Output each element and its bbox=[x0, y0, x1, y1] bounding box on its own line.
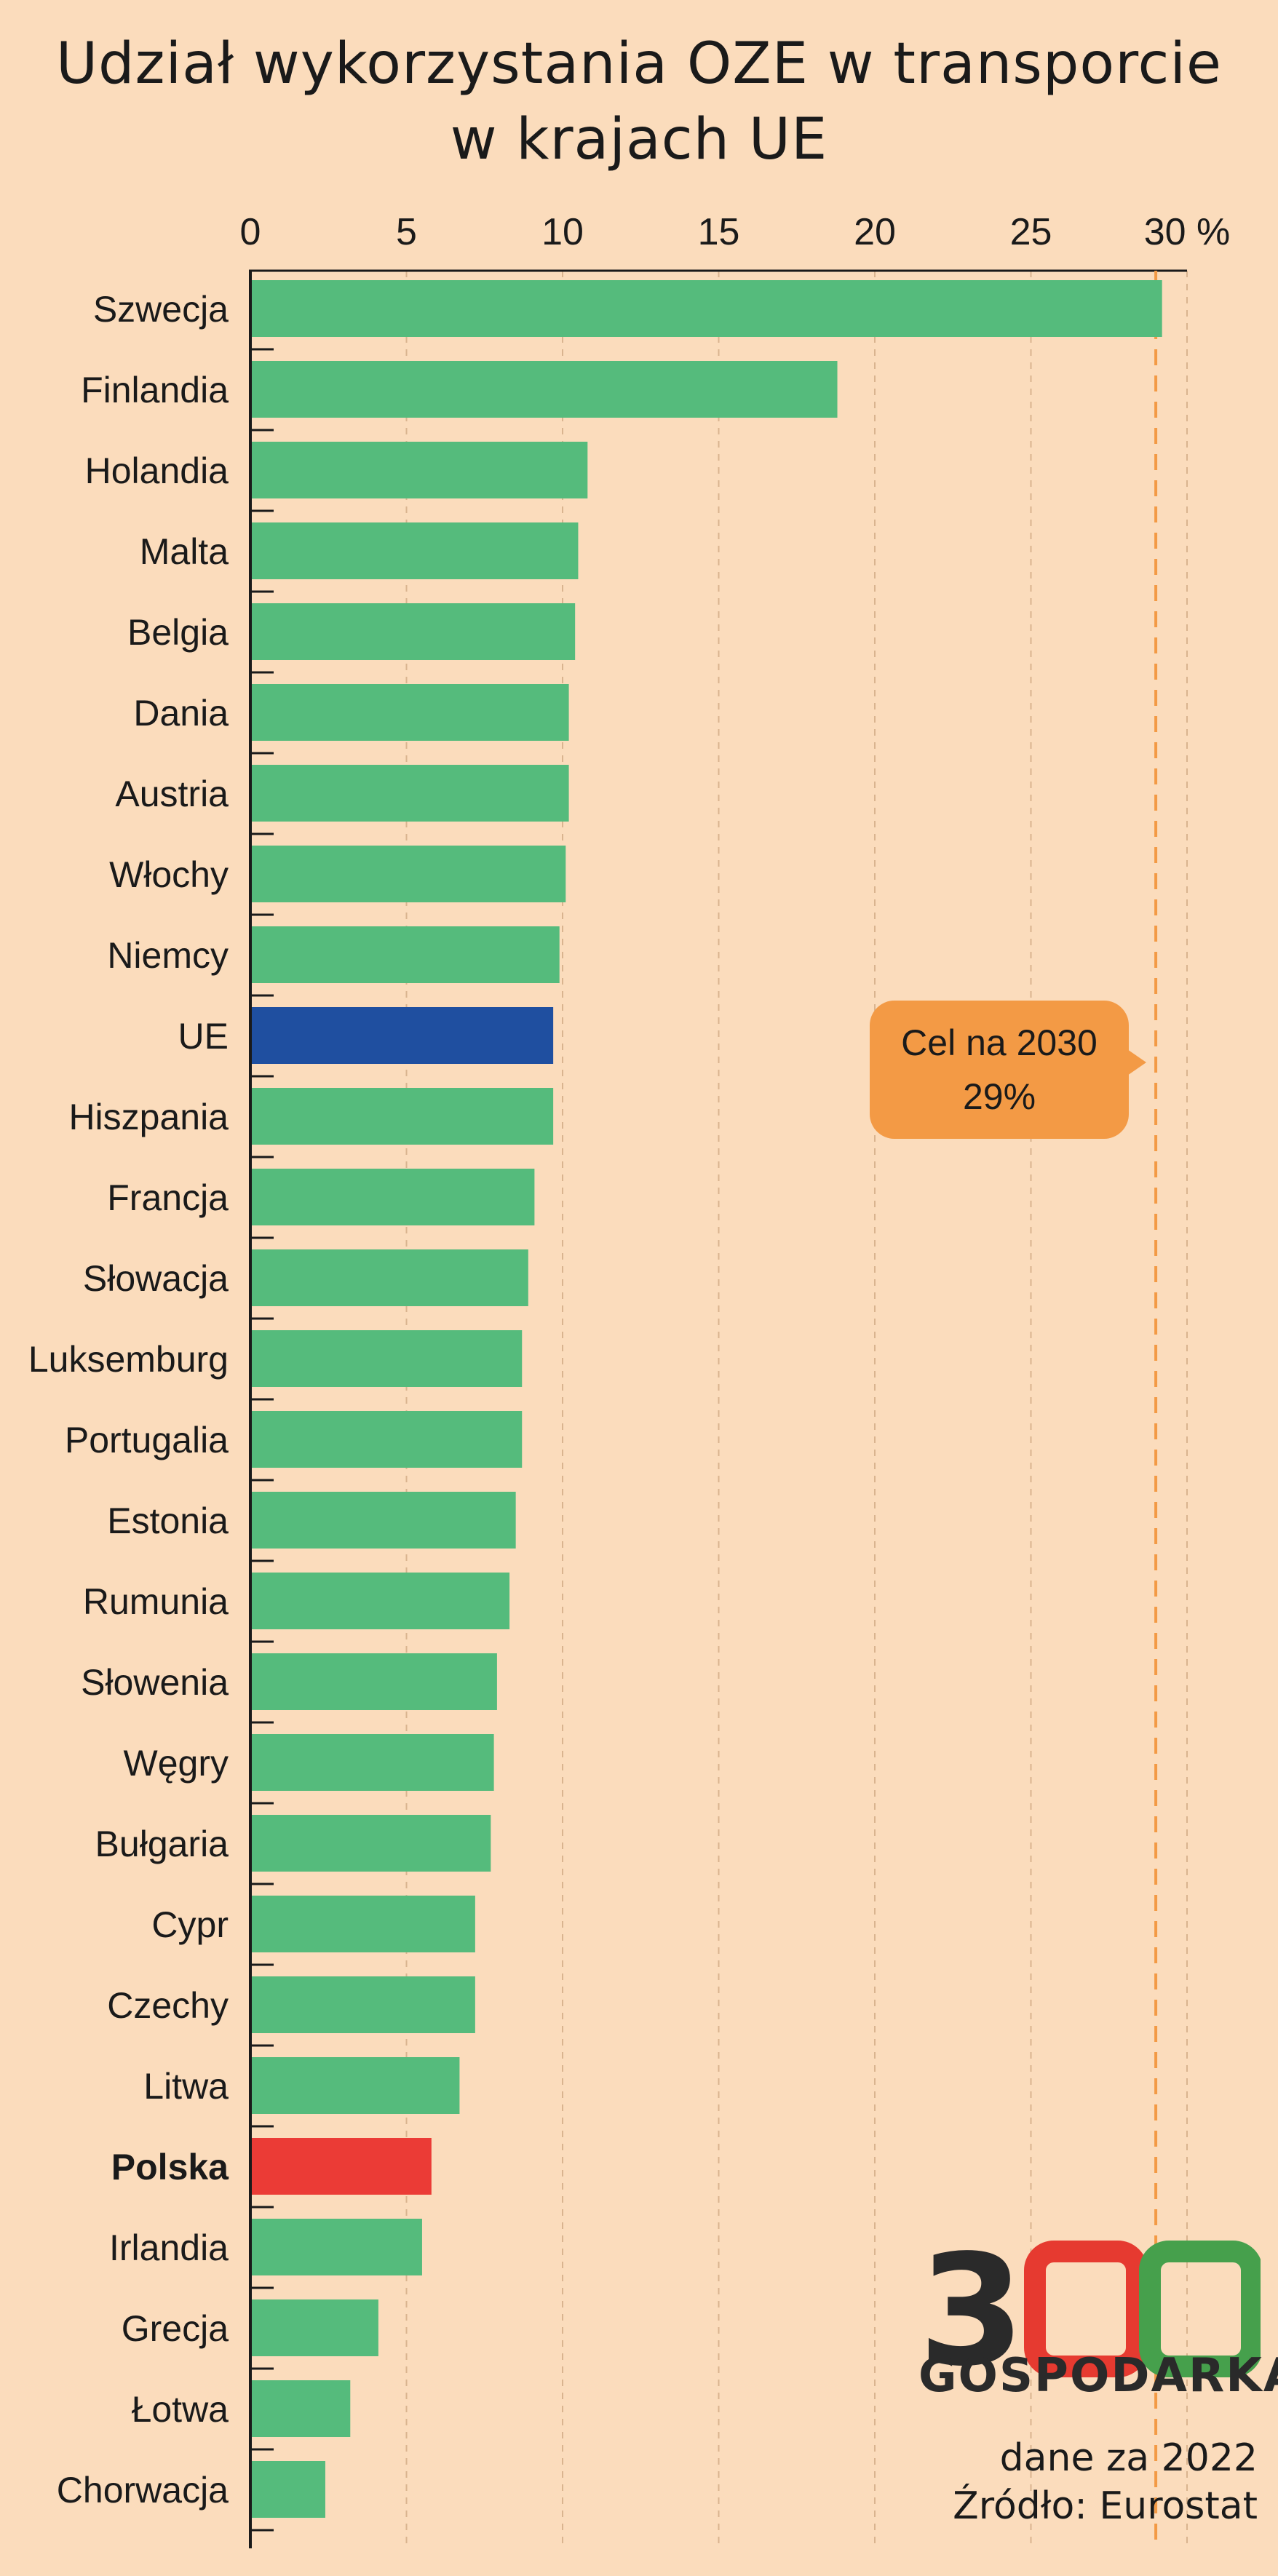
category-label: Hiszpania bbox=[68, 1097, 229, 1137]
logo-digit-3: 3 bbox=[918, 2222, 1025, 2400]
bar bbox=[250, 1896, 475, 1952]
category-label: Węgry bbox=[124, 1743, 229, 1784]
category-label: Francja bbox=[107, 1177, 229, 1218]
category-label: Portugalia bbox=[65, 1420, 229, 1460]
target-callout-value: 29% bbox=[962, 1076, 1036, 1117]
category-label: Włochy bbox=[109, 854, 229, 895]
x-tick-label: 15 bbox=[698, 211, 740, 253]
bar bbox=[250, 1330, 523, 1387]
target-callout: Cel na 2030 29% bbox=[870, 1001, 1146, 1139]
logo-zero-green bbox=[1139, 2241, 1261, 2377]
x-tick-label: 10 bbox=[541, 211, 584, 253]
x-tick-label: 0 bbox=[240, 211, 261, 253]
data-source: Źródło: Eurostat bbox=[953, 2484, 1258, 2528]
category-label: Dania bbox=[133, 693, 229, 734]
x-tick-label: 5 bbox=[396, 211, 417, 253]
bar bbox=[250, 926, 560, 983]
target-callout-title: Cel na 2030 bbox=[901, 1022, 1098, 1063]
logo-300-icon: 3 bbox=[918, 2222, 1261, 2400]
bar bbox=[250, 684, 569, 741]
category-label: Grecja bbox=[122, 2308, 229, 2349]
source-note: dane za 2022 Źródło: Eurostat bbox=[953, 2434, 1258, 2530]
bar bbox=[250, 2380, 351, 2437]
category-label: Finlandia bbox=[81, 370, 229, 410]
bar bbox=[250, 1411, 523, 1468]
x-tick-label: 25 bbox=[1010, 211, 1052, 253]
bar bbox=[250, 1492, 516, 1549]
category-label: Rumunia bbox=[83, 1581, 229, 1622]
category-label: Luksemburg bbox=[28, 1339, 229, 1380]
title-line-1: Udział wykorzystania OZE w transporcie bbox=[55, 31, 1223, 97]
bar bbox=[250, 280, 1162, 337]
category-label: Polska bbox=[111, 2147, 229, 2187]
logo-wordmark: GOSPODARKA bbox=[918, 2349, 1278, 2403]
x-tick-label: 30 % bbox=[1144, 211, 1231, 253]
bar bbox=[250, 1249, 528, 1306]
chart-title: Udział wykorzystania OZE w transporcie w… bbox=[0, 26, 1278, 178]
bar bbox=[250, 1734, 494, 1791]
category-label: Litwa bbox=[143, 2066, 229, 2107]
bar bbox=[250, 1573, 510, 1629]
category-label: Austria bbox=[115, 774, 229, 814]
category-label: Chorwacja bbox=[57, 2470, 229, 2511]
data-year: dane za 2022 bbox=[999, 2436, 1258, 2480]
bar bbox=[250, 2461, 325, 2518]
category-label: Słowacja bbox=[83, 1258, 229, 1299]
bar bbox=[250, 1169, 535, 1225]
bar bbox=[250, 1653, 497, 1710]
category-label: Niemcy bbox=[107, 935, 229, 976]
logo-zero-red bbox=[1024, 2241, 1148, 2377]
category-label: Czechy bbox=[107, 1985, 229, 2026]
category-label: Szwecja bbox=[93, 289, 229, 330]
category-label: Belgia bbox=[127, 612, 229, 653]
bar bbox=[250, 603, 576, 660]
category-label: Cypr bbox=[151, 1904, 229, 1945]
bar bbox=[250, 361, 838, 418]
category-label: Holandia bbox=[85, 450, 229, 491]
bar bbox=[250, 2219, 422, 2275]
category-label: UE bbox=[178, 1016, 229, 1057]
category-label: Łotwa bbox=[132, 2389, 229, 2430]
bar bbox=[250, 2057, 460, 2114]
bar bbox=[250, 1007, 554, 1064]
bar bbox=[250, 765, 569, 822]
category-label: Bułgaria bbox=[95, 1824, 229, 1864]
bar bbox=[250, 1815, 491, 1872]
bar bbox=[250, 846, 566, 902]
bar bbox=[250, 2299, 378, 2356]
title-line-2: w krajach UE bbox=[450, 107, 828, 172]
bar bbox=[250, 522, 579, 579]
x-tick-label: 20 bbox=[854, 211, 896, 253]
category-label: Irlandia bbox=[109, 2227, 229, 2268]
category-label: Estonia bbox=[107, 1500, 229, 1541]
bar bbox=[250, 442, 588, 498]
bar bbox=[250, 1976, 475, 2033]
category-label: Malta bbox=[140, 531, 229, 572]
bar bbox=[250, 2138, 432, 2195]
bar bbox=[250, 1088, 554, 1145]
category-label: Słowenia bbox=[81, 1662, 229, 1703]
